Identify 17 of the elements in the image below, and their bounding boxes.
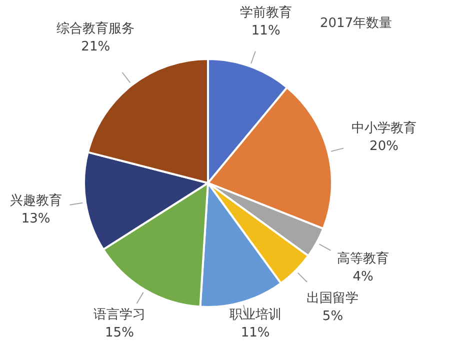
data-label: 13% xyxy=(21,212,50,227)
slice-label: 高等教育 xyxy=(337,250,390,267)
data-label: 4% xyxy=(352,270,374,285)
data-label: 20% xyxy=(370,139,398,154)
slice-label: 兴趣教育 xyxy=(10,192,62,209)
text: 2017年数量 xyxy=(320,15,392,32)
slice-label: 中小学教育 xyxy=(352,120,416,136)
data-label: 15% xyxy=(105,325,134,340)
data-label: 11% xyxy=(251,24,280,39)
data-label: 5% xyxy=(322,309,344,324)
data-label: 11% xyxy=(240,325,270,340)
slice-label: 学前教育 xyxy=(240,4,292,21)
slice-label: 语言学习 xyxy=(93,306,146,322)
slice-label: 出国留学 xyxy=(306,291,359,306)
slice-label: 综合教育服务 xyxy=(56,20,135,37)
data-label: 21% xyxy=(81,40,110,55)
slice-label: 职业培训 xyxy=(229,307,282,322)
